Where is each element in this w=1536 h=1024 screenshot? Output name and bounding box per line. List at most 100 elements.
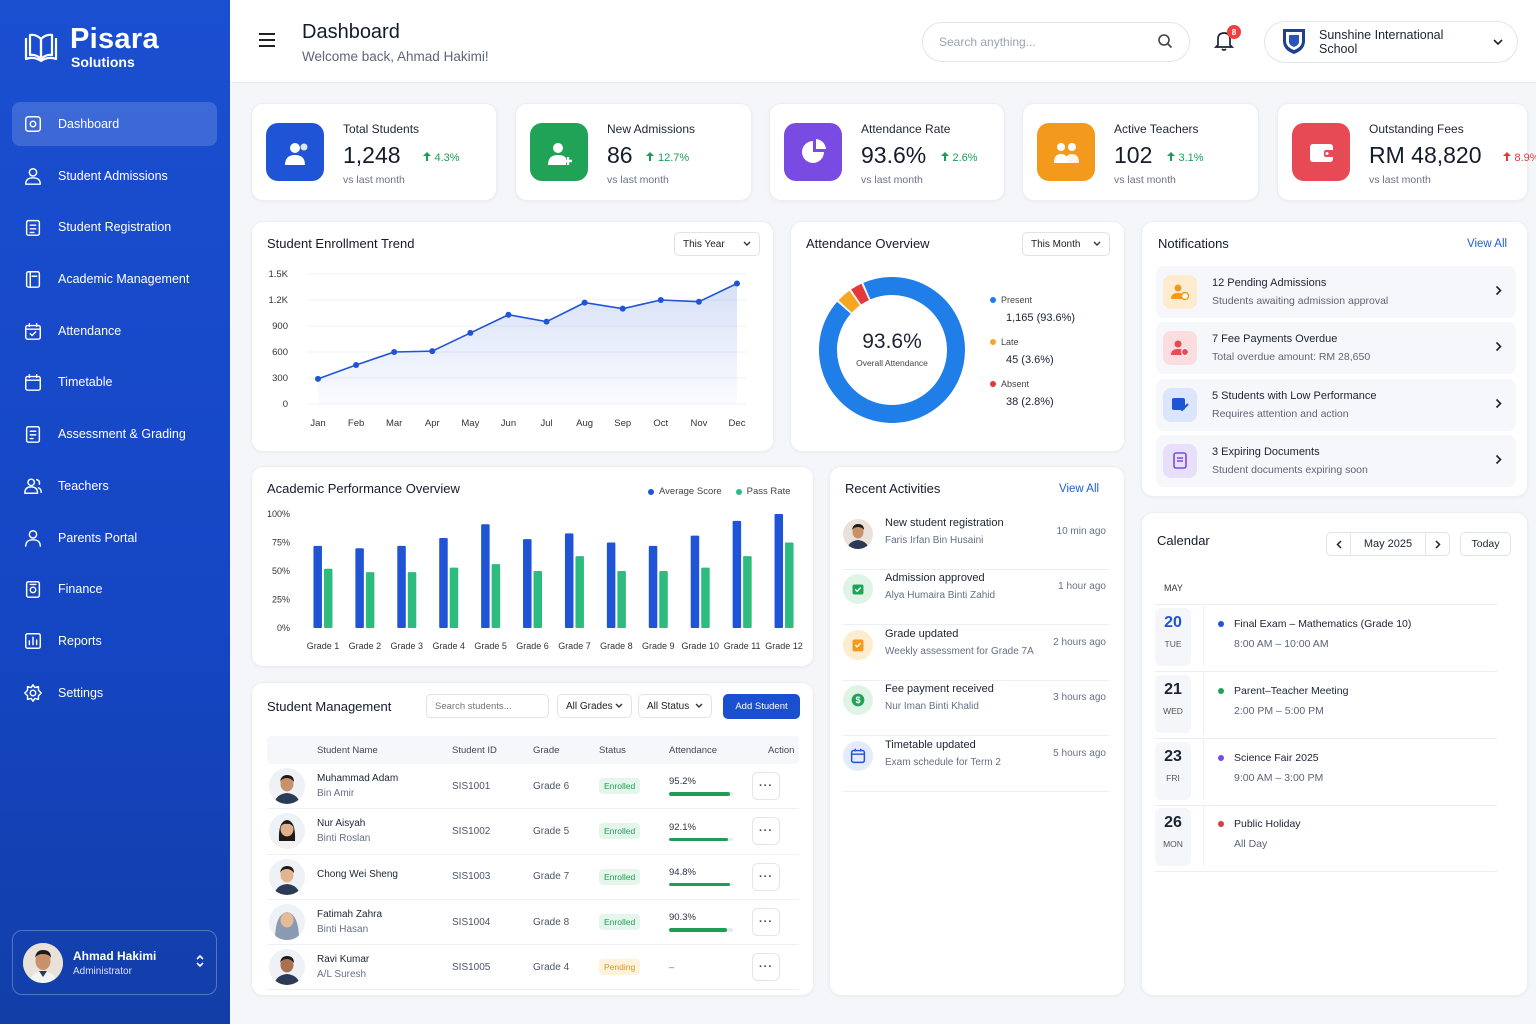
student-name[interactable]: Fatimah Zahra — [317, 909, 383, 921]
student-search-input[interactable] — [426, 694, 549, 718]
donut-slice-absent[interactable] — [851, 283, 870, 305]
student-name[interactable]: Chong Wei Sheng — [317, 869, 398, 881]
activities-view-all-link[interactable]: View All — [1059, 483, 1100, 495]
data-point[interactable] — [734, 280, 740, 287]
stat-card-active-teachers[interactable]: Active Teachers 102 3.1% vs last month — [1022, 103, 1259, 201]
stat-card-total-students[interactable]: Total Students 1,248 4.3% vs last month — [251, 103, 497, 201]
more-actions-button[interactable]: ··· — [752, 908, 780, 937]
column-header[interactable]: Status — [599, 744, 626, 756]
bar-average-score[interactable] — [439, 537, 448, 628]
more-actions-button[interactable]: ··· — [752, 862, 780, 891]
sidebar-item-student-admissions[interactable]: Student Admissions — [12, 154, 217, 198]
bar-average-score[interactable] — [355, 548, 364, 628]
bar-pass-rate[interactable] — [365, 572, 375, 628]
calendar-event[interactable]: 21 WED Parent–Teacher Meeting 2:00 PM – … — [1155, 672, 1497, 739]
grade-filter-dropdown[interactable]: All Grades — [557, 694, 632, 718]
bar-pass-rate[interactable] — [701, 567, 710, 628]
bar-pass-rate[interactable] — [323, 568, 333, 628]
data-point[interactable] — [505, 311, 512, 318]
attendance-period-dropdown[interactable]: This Month — [1022, 232, 1110, 256]
user-profile-menu[interactable]: Ahmad Hakimi Administrator — [12, 930, 217, 995]
bar-pass-rate[interactable] — [785, 542, 794, 629]
stat-card-outstanding-fees[interactable]: Outstanding Fees RM 48,820 8.9% vs last … — [1277, 103, 1536, 201]
data-point[interactable] — [619, 305, 626, 312]
bar-average-score[interactable] — [564, 533, 574, 628]
chevron-left-icon[interactable] — [1327, 533, 1351, 555]
student-name[interactable]: Ravi Kumar — [317, 954, 370, 966]
data-point[interactable] — [315, 375, 321, 382]
sidebar-item-parents-portal[interactable]: Parents Portal — [12, 516, 217, 560]
bar-pass-rate[interactable] — [659, 571, 668, 628]
column-header[interactable]: Grade — [533, 744, 560, 756]
brand-logo[interactable]: Pisara Solutions — [22, 24, 159, 70]
enrollment-period-dropdown[interactable]: This Year — [674, 232, 760, 256]
search-icon[interactable] — [1157, 33, 1173, 52]
bar-pass-rate[interactable] — [617, 571, 626, 628]
add-student-button[interactable]: Add Student — [723, 694, 800, 719]
notifications-view-all-link[interactable]: View All — [1467, 238, 1508, 250]
student-name[interactable]: Nur Aisyah — [317, 818, 366, 830]
sidebar-item-student-registration[interactable]: Student Registration — [12, 205, 217, 249]
data-point[interactable] — [543, 318, 550, 325]
notification-item[interactable]: 12 Pending Admissions Students awaiting … — [1156, 266, 1516, 318]
data-point[interactable] — [467, 329, 474, 336]
notification-item[interactable]: 7 Fee Payments Overdue Total overdue amo… — [1156, 322, 1516, 375]
bar-pass-rate[interactable] — [575, 556, 584, 628]
column-header[interactable]: Attendance — [669, 744, 718, 756]
more-actions-button[interactable]: ··· — [752, 772, 780, 801]
global-search[interactable] — [922, 22, 1190, 62]
data-point[interactable] — [391, 349, 398, 355]
bar-average-score[interactable] — [397, 545, 406, 628]
student-name[interactable]: Muhammad Adam — [317, 773, 399, 785]
sidebar-item-assessment-grading[interactable]: Assessment & Grading — [12, 412, 217, 456]
activity-item[interactable]: Timetable updated Exam schedule for Term… — [843, 737, 1109, 792]
bar-pass-rate[interactable] — [449, 567, 459, 628]
more-actions-button[interactable]: ··· — [752, 953, 780, 982]
column-header[interactable]: Student Name — [317, 744, 378, 756]
calendar-event[interactable]: 20 TUE Final Exam – Mathematics (Grade 1… — [1155, 606, 1497, 672]
menu-icon[interactable] — [258, 32, 276, 51]
bar-average-score[interactable] — [523, 539, 532, 628]
bar-pass-rate[interactable] — [743, 556, 752, 628]
search-input[interactable] — [939, 35, 1139, 49]
notifications-button[interactable]: 8 — [1213, 25, 1241, 55]
sidebar-item-academic-management[interactable]: Academic Management — [12, 257, 217, 301]
table-row[interactable]: Ravi Kumar A/L Suresh SIS1005 Grade 4 Pen… — [267, 945, 799, 991]
bar-average-score[interactable] — [732, 520, 742, 628]
calendar-event[interactable]: 26 MON Public Holiday All Day — [1155, 806, 1497, 873]
school-selector[interactable]: Sunshine International School — [1264, 21, 1518, 63]
column-header[interactable]: Student ID — [452, 744, 497, 756]
stat-card-new-admissions[interactable]: New Admissions 86 12.7% vs last month — [515, 103, 752, 201]
bar-average-score[interactable] — [648, 545, 658, 628]
status-filter-dropdown[interactable]: All Status — [638, 694, 712, 718]
sidebar-item-reports[interactable]: Reports — [12, 619, 217, 663]
bar-average-score[interactable] — [690, 535, 700, 628]
table-row[interactable]: Fatimah Zahra Binti Hasan SIS1004 Grade 8… — [267, 900, 799, 946]
donut-slice-late[interactable] — [838, 290, 861, 313]
table-row[interactable]: Nur Aisyah Binti Roslan SIS1002 Grade 5 E… — [267, 809, 799, 855]
activity-item[interactable]: $ Fee payment received Nur Iman Binti Kh… — [843, 681, 1109, 737]
table-row[interactable]: Chong Wei Sheng SIS1003 Grade 7 Enrolled… — [267, 855, 799, 900]
data-point[interactable] — [581, 299, 588, 306]
data-point[interactable] — [695, 298, 702, 305]
sidebar-item-dashboard[interactable]: Dashboard — [12, 102, 217, 146]
sidebar-item-finance[interactable]: Finance — [12, 567, 217, 611]
bar-average-score[interactable] — [481, 524, 490, 628]
sidebar-item-timetable[interactable]: Timetable — [12, 360, 217, 404]
data-point[interactable] — [353, 362, 360, 368]
bar-pass-rate[interactable] — [491, 564, 501, 628]
table-row[interactable]: Muhammad Adam Bin Amir SIS1001 Grade 6 En… — [267, 764, 799, 810]
stat-card-attendance-rate[interactable]: Attendance Rate 93.6% 2.6% vs last month — [769, 103, 1005, 201]
sidebar-item-attendance[interactable]: Attendance — [12, 309, 217, 353]
more-actions-button[interactable]: ··· — [752, 817, 780, 846]
bar-pass-rate[interactable] — [407, 572, 417, 628]
bar-pass-rate[interactable] — [533, 571, 543, 628]
activity-item[interactable]: Admission approved Alya Humaira Binti Za… — [843, 570, 1109, 626]
donut-slice-present[interactable] — [819, 277, 965, 423]
activity-item[interactable]: Grade updated Weekly assessment for Grad… — [843, 626, 1109, 681]
notification-item[interactable]: 3 Expiring Documents Student documents e… — [1156, 434, 1516, 487]
bar-average-score[interactable] — [606, 542, 616, 629]
data-point[interactable] — [657, 297, 664, 303]
data-point[interactable] — [429, 348, 436, 355]
bar-average-score[interactable] — [313, 545, 322, 628]
